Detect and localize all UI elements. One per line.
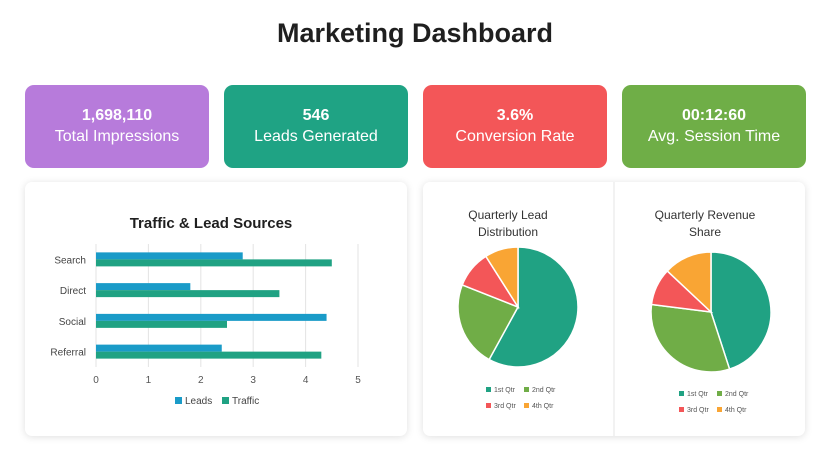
pie-slice-1: [488, 246, 579, 368]
pie-slice-4: [666, 251, 712, 314]
kpi-label: Avg. Session Time: [647, 128, 781, 145]
pie-slice-2: [457, 283, 520, 361]
kpi-label: Total Impressions: [54, 128, 180, 145]
x-tick-label: 1: [146, 375, 152, 386]
traffic-sources-panel: Traffic & Lead Sources 0 1 2 3 4 5 Search Direct…: [25, 182, 407, 436]
kpi-card-leads: 546 Leads Generated: [224, 85, 408, 168]
kpi-card-impressions: 1,698,110 Total Impressions: [25, 85, 209, 168]
bar-traffic-social: [96, 320, 227, 328]
legend-swatch: [222, 397, 229, 404]
bar-leads-search: [96, 252, 243, 260]
legend-label: 2nd Qtr: [532, 387, 556, 394]
legend-swatch: [486, 403, 491, 408]
legend-label: 4th Qtr: [725, 407, 747, 414]
legend-label: 1st Qtr: [687, 391, 709, 398]
y-tick-label: Social: [59, 317, 86, 328]
bar-leads-referral: [96, 344, 222, 352]
kpi-value: 00:12:60: [681, 107, 747, 124]
bar-traffic-referral: [96, 351, 322, 359]
kpi-value: 1,698,110: [81, 107, 153, 124]
x-tick-label: 4: [303, 375, 309, 386]
x-tick-label: 0: [93, 375, 99, 386]
traffic-lead-bar-chart: Traffic & Lead Sources 0 1 2 3 4 5 Search Direct…: [50, 215, 361, 407]
legend-swatch: [486, 387, 491, 392]
legend-swatch: [175, 397, 182, 404]
pie-slice-4: [484, 246, 519, 310]
x-tick-label: 5: [355, 375, 361, 386]
bar-traffic-search: [96, 259, 332, 267]
x-tick-label: 2: [198, 375, 204, 386]
bar-leads-social: [96, 313, 327, 321]
quarterly-pies-panel: Quarterly Lead Distribution 1st Qtr 2nd Qtr…: [423, 182, 805, 436]
pie-title: Share: [689, 225, 721, 239]
pie-title: Quarterly Lead: [468, 208, 547, 222]
kpi-label: Leads Generated: [254, 128, 378, 145]
pie-title: Distribution: [478, 225, 538, 239]
legend-swatch: [524, 387, 529, 392]
legend-label: 1st Qtr: [494, 387, 516, 394]
quarterly-pie-charts: Quarterly Lead Distribution 1st Qtr 2nd Qtr…: [457, 182, 772, 436]
kpi-card-conversion: 3.6% Conversion Rate: [423, 85, 607, 168]
y-tick-label: Search: [54, 255, 86, 266]
kpi-label: Conversion Rate: [455, 128, 575, 145]
legend-label: Leads: [185, 396, 212, 407]
legend-swatch: [717, 407, 722, 412]
kpi-value: 3.6%: [496, 107, 534, 124]
page-title: Marketing Dashboard: [276, 18, 554, 48]
kpi-value: 546: [302, 107, 330, 124]
legend-label: 3rd Qtr: [687, 407, 709, 414]
legend-swatch: [679, 391, 684, 396]
y-tick-label: Referral: [50, 348, 86, 359]
legend-label: 2nd Qtr: [725, 391, 749, 398]
pie-slice-2: [650, 303, 731, 373]
legend-swatch: [524, 403, 529, 408]
pie-title: Quarterly Revenue: [655, 208, 756, 222]
legend-swatch: [679, 407, 684, 412]
pie-slice-1: [710, 251, 772, 371]
x-tick-label: 3: [250, 375, 256, 386]
y-tick-label: Direct: [60, 286, 86, 297]
legend-label: 4th Qtr: [532, 403, 554, 410]
bar-traffic-direct: [96, 290, 280, 298]
chart-title: Traffic & Lead Sources: [130, 215, 293, 232]
kpi-card-session: 00:12:60 Avg. Session Time: [622, 85, 806, 168]
legend-swatch: [717, 391, 722, 396]
legend-label: 3rd Qtr: [494, 403, 516, 410]
legend-label: Traffic: [232, 396, 259, 407]
bar-leads-direct: [96, 283, 191, 291]
